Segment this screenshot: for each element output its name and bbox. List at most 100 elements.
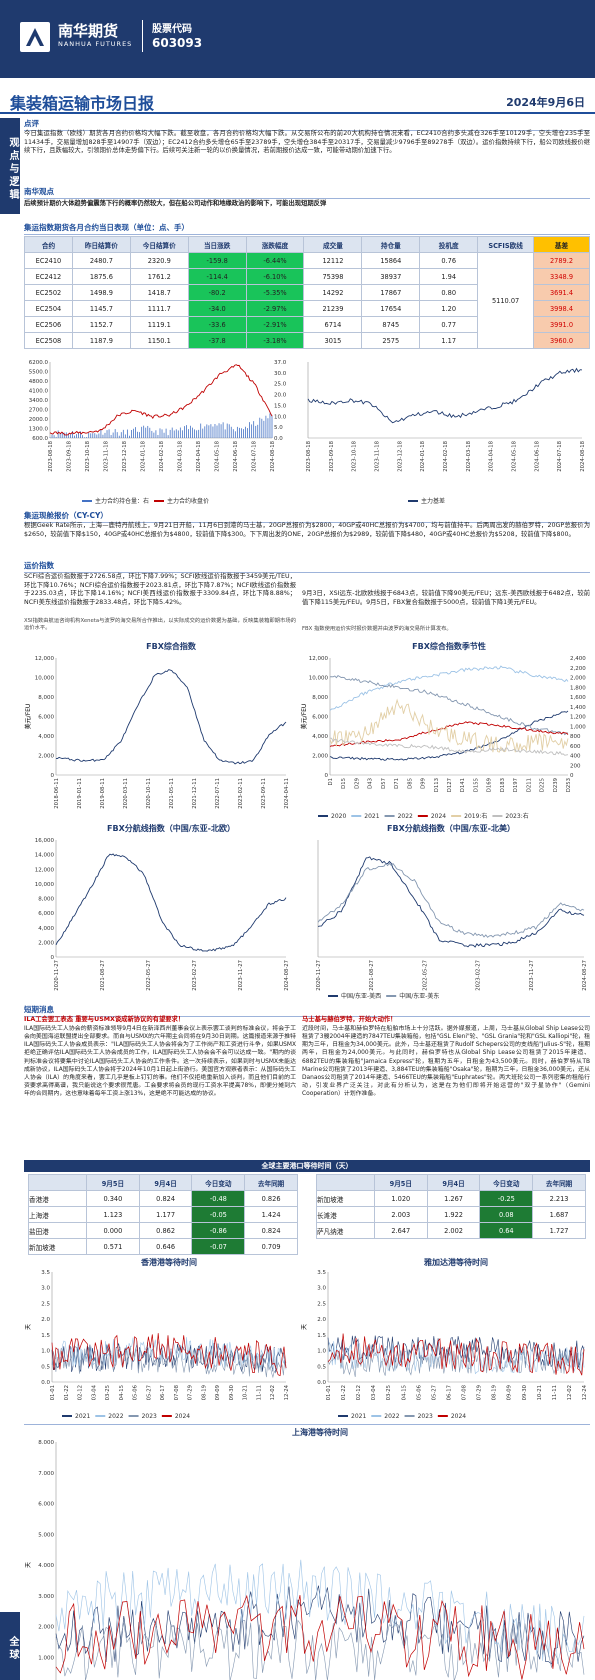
section-heading: 集运现舱报价（CY-CY） [24, 510, 590, 523]
x-tick-label: 06-17 [160, 1385, 166, 1400]
x-tick-label: 02-12 [356, 1385, 362, 1400]
y-tick-label: 2.5 [41, 1301, 50, 1307]
table-cell: 新加坡港 [315, 1190, 375, 1207]
x-tick-label: D211 [526, 778, 532, 792]
legend-label: 2024 [431, 813, 446, 820]
y2-tick-label: 200 [570, 763, 581, 769]
table-cell: 3960.0 [533, 332, 590, 349]
x-tick-label: 2024-03-18 [466, 440, 472, 471]
y2-tick-label: 1,400 [570, 705, 586, 711]
table-cell [374, 1239, 427, 1255]
table-cell: EC2508 [24, 332, 73, 349]
series-line-deco [55, 1585, 585, 1665]
series-line-deco [329, 665, 569, 711]
gap [297, 1191, 316, 1207]
x-tick-label: 02-12 [78, 1385, 84, 1400]
table-cell: -0.86 [191, 1222, 246, 1239]
table-cell: 1498.9 [71, 284, 131, 301]
legend-label: 2021 [364, 813, 379, 820]
x-tick-label: 2023-09-18 [67, 440, 73, 471]
y2-tick-label: 25.0 [274, 382, 287, 388]
table-cell: 2320.9 [129, 252, 189, 269]
y-tick-label: 1.0 [41, 1349, 50, 1355]
y-tick-label: 2.5 [317, 1301, 326, 1307]
table-cell: 0.08 [479, 1206, 534, 1223]
table-cell: EC2504 [24, 300, 73, 317]
y2-tick-label: 1,000 [570, 724, 586, 730]
y-tick-label: 5500.0 [29, 370, 49, 376]
column-header: 去年同期 [532, 1174, 586, 1191]
column-header: 去年同期 [244, 1174, 298, 1191]
x-tick-label: 10-21 [243, 1385, 249, 1400]
table-row: 香港港 0.340 0.824 -0.48 0.826 新加坡港 1.020 1.267 -0.… [27, 1190, 586, 1207]
legend-label: 2019:右 [464, 812, 487, 820]
y2-tick-label: 400 [570, 754, 581, 760]
table-cell: -6.44% [245, 252, 305, 269]
series-line-deco [329, 698, 569, 753]
y2-tick-label: 1,800 [570, 685, 586, 691]
y-tick-label: 12,000 [35, 867, 55, 873]
legend-label: 2024 [175, 1413, 190, 1420]
x-tick-label: D57 [381, 778, 387, 789]
table-row: 新加坡港 0.571 0.646 -0.07 0.709 [27, 1238, 586, 1255]
x-tick-label: 01-01 [50, 1385, 56, 1400]
x-tick-label: 2023-02-27 [192, 960, 198, 991]
x-tick-label: 2023-11-18 [104, 440, 110, 471]
title-rule [0, 112, 595, 114]
table-cell: 0.826 [244, 1190, 298, 1207]
header-band [0, 0, 595, 78]
column-header: 成交量 [303, 236, 363, 253]
y-tick-label: 3.000 [38, 1594, 54, 1600]
table-cell: 1119.1 [129, 316, 189, 333]
table-cell: 0.824 [244, 1222, 298, 1239]
x-tick-label: 2019-08-11 [100, 778, 106, 809]
x-tick-label: 2023-02-27 [476, 960, 482, 991]
gap [297, 1175, 316, 1191]
x-tick-label: 2020-10-11 [146, 778, 152, 809]
x-tick-label: 2023-10-18 [352, 440, 358, 471]
table-cell: 0.76 [419, 252, 479, 269]
chart: FBX分航线指数（中国/东亚-北欧） 0 2,000 4,000 6,000 8,000 1… [35, 823, 290, 991]
y-tick-label: 6,000 [38, 911, 54, 917]
table-cell: 0.646 [138, 1238, 193, 1255]
column-header: 9月5日 [373, 1174, 428, 1191]
table-cell: 0.340 [86, 1190, 140, 1207]
legend-label: 2023 [418, 1413, 433, 1420]
x-tick-label: D169 [487, 778, 493, 792]
freight-text: 9月3日，XSI远东-北欧欧线报于6843点，较前值下降90美元/FEU；远东-… [302, 590, 590, 606]
x-tick-label: 10-21 [537, 1385, 543, 1400]
table-cell: 1187.9 [71, 332, 131, 349]
table-cell: 75398 [303, 268, 363, 285]
table-cell: 3691.4 [533, 284, 590, 301]
y2-tick-label: 1,200 [570, 715, 586, 721]
x-tick-label: 05-06 [416, 1384, 422, 1400]
x-tick-label: D155 [473, 778, 479, 792]
x-tick-label: 2024-05-18 [215, 440, 221, 471]
series-line-deco [55, 853, 287, 952]
table-cell: 萨凡纳港 [315, 1222, 375, 1239]
y-tick-label: 12,000 [35, 656, 55, 662]
table-cell [533, 1239, 586, 1255]
x-tick-label: 2024-06-18 [534, 440, 540, 471]
table-cell: 21239 [303, 300, 363, 317]
table-cell: 3348.9 [533, 268, 590, 285]
table-cell: -80.2 [187, 284, 247, 301]
y-tick-label: 8,000 [38, 897, 54, 903]
table-cell: 15864 [361, 252, 421, 269]
y2-tick-label: 20.0 [274, 393, 287, 399]
table-cell: EC2506 [24, 316, 73, 333]
x-tick-label: 07-29 [477, 1385, 483, 1400]
legend-label: 主力合约收盘价 [167, 497, 209, 505]
x-tick-label: 2024-08-27 [284, 960, 290, 991]
table-cell: 0.862 [138, 1222, 193, 1239]
code-label: 股票代码 [152, 24, 192, 35]
x-tick-label: 08-19 [492, 1385, 498, 1400]
table-cell: 0.824 [138, 1190, 193, 1207]
table-cell: 3015 [303, 332, 363, 349]
news-title: ILA工会罢工表态 重要与USMX谈成新协议的有望要求！ [24, 1016, 185, 1023]
column-header: 今日结算价 [129, 236, 189, 253]
legend-label: 主力基差 [421, 497, 445, 505]
y-tick-label: 3.0 [41, 1286, 50, 1292]
news-title: 马士基与赫伯罗特，开始大动作！ [302, 1016, 397, 1023]
title: 集装箱运输市场日报 [10, 94, 155, 113]
